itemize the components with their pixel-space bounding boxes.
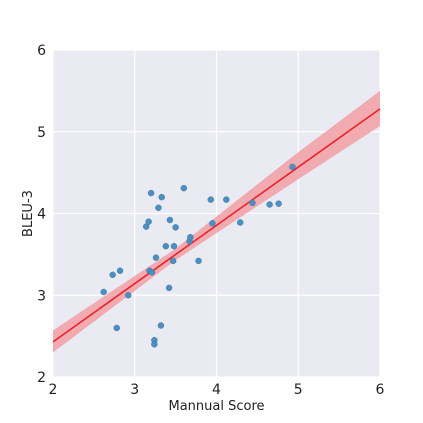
data-point	[162, 242, 170, 250]
data-point	[289, 163, 296, 171]
data-point	[266, 201, 273, 208]
data-point	[113, 324, 120, 332]
data-point	[157, 322, 165, 329]
y-tick-label: 5	[37, 125, 46, 141]
data-point	[148, 269, 156, 276]
data-point	[125, 292, 132, 299]
data-point	[109, 271, 116, 279]
data-point	[170, 242, 178, 250]
y-axis-title: BLEU-3	[21, 190, 36, 237]
data-point	[145, 218, 152, 225]
data-point	[209, 220, 216, 227]
confidence-band	[53, 90, 380, 353]
data-point	[172, 224, 179, 231]
data-points	[100, 163, 296, 348]
data-point	[237, 219, 244, 226]
y-axis-ticks: 2 3 4 5 6	[37, 43, 46, 386]
grid-lines	[52, 49, 381, 378]
x-tick-label: 4	[212, 382, 221, 398]
confidence-band-layer	[53, 90, 380, 353]
data-point	[165, 284, 173, 292]
data-point	[275, 200, 282, 207]
regression-line	[52, 108, 381, 343]
data-point	[100, 288, 107, 296]
x-tick-label: 2	[49, 382, 58, 398]
data-point	[158, 193, 165, 201]
regression-line-layer	[52, 108, 381, 343]
data-point	[151, 341, 158, 348]
x-axis-ticks: 2 3 4 5 6	[49, 382, 385, 398]
y-tick-label: 6	[37, 43, 46, 59]
data-point	[155, 204, 162, 211]
data-point	[223, 196, 230, 203]
data-point	[166, 216, 174, 224]
x-tick-label: 3	[130, 382, 139, 398]
x-tick-label: 6	[376, 382, 385, 398]
data-point	[207, 196, 214, 203]
y-tick-label: 4	[37, 207, 46, 223]
data-point	[249, 199, 256, 207]
x-axis-title: Mannual Score	[168, 399, 264, 414]
data-point	[195, 257, 202, 265]
data-point	[187, 234, 194, 241]
data-point	[152, 254, 160, 261]
data-point	[180, 184, 188, 192]
data-point	[169, 257, 177, 265]
x-tick-label: 5	[294, 382, 303, 398]
y-tick-label: 2	[37, 370, 46, 386]
data-point	[147, 189, 155, 197]
data-point	[116, 267, 124, 274]
y-tick-label: 3	[37, 288, 46, 304]
